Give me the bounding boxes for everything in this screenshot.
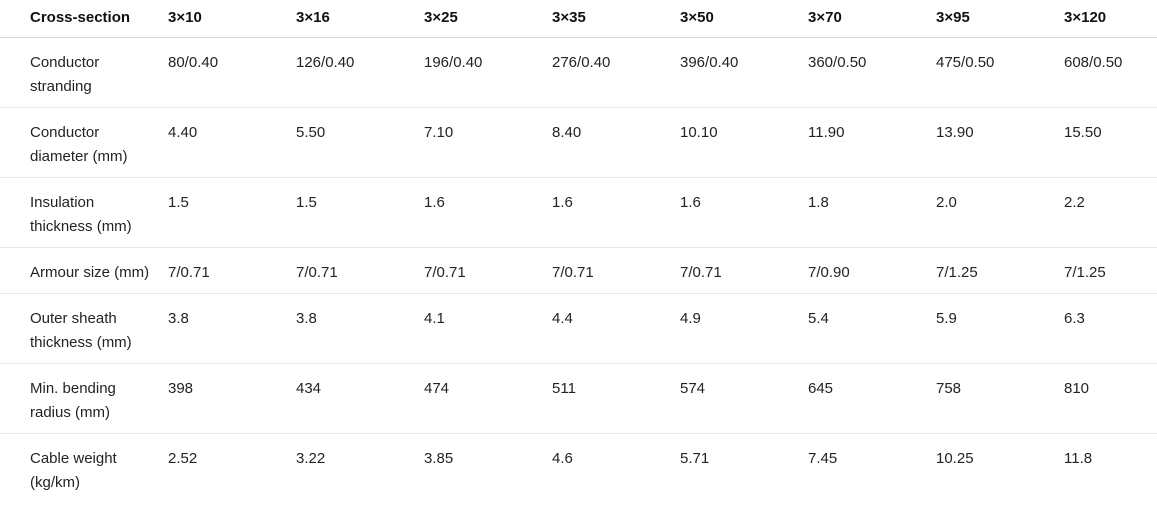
cell: 434 — [296, 363, 424, 434]
cell: 396/0.40 — [680, 37, 808, 108]
cell: 758 — [936, 363, 1064, 434]
cell: 1.6 — [680, 177, 808, 248]
cell: 360/0.50 — [808, 37, 936, 108]
cell: 1.6 — [424, 177, 552, 248]
cell: 7/0.90 — [808, 247, 936, 294]
cell: 196/0.40 — [424, 37, 552, 108]
cell: 5.4 — [808, 293, 936, 364]
cell: 1.6 — [552, 177, 680, 248]
table-row-cable-weight: Cable weight (kg/km) 2.52 3.22 3.85 4.6 … — [0, 434, 1157, 504]
cell: 276/0.40 — [552, 37, 680, 108]
cell: 3.8 — [168, 293, 296, 364]
header-cell-3x95: 3×95 — [936, 0, 1064, 38]
row-label: Min. bending radius (mm) — [0, 363, 168, 434]
cell: 7/1.25 — [936, 247, 1064, 294]
table-row-min-bending-radius: Min. bending radius (mm) 398 434 474 511… — [0, 363, 1157, 434]
cell: 15.50 — [1064, 107, 1157, 178]
cell: 1.8 — [808, 177, 936, 248]
cell: 2.52 — [168, 450, 198, 467]
cell: 608/0.50 — [1064, 37, 1157, 108]
header-cell-3x10: 3×10 — [168, 0, 296, 38]
cell: 5.9 — [936, 293, 1064, 364]
header-cell-3x120: 3×120 — [1064, 0, 1157, 38]
cell: 7/1.25 — [1064, 247, 1157, 294]
table-row-armour-size: Armour size (mm) 7/0.71 7/0.71 7/0.71 7/… — [0, 247, 1157, 294]
cell: 11.8 — [1064, 450, 1093, 467]
row-label: Conductor diameter (mm) — [0, 107, 168, 178]
row-label: Insulation thickness (mm) — [0, 177, 168, 248]
cell: 474 — [424, 363, 552, 434]
row-label: Cable weight (kg/km) — [30, 450, 117, 491]
cable-spec-table: Cross-section 3×10 3×16 3×25 3×35 3×50 3… — [0, 0, 1157, 504]
cell: 4.1 — [424, 293, 552, 364]
cell: 2.0 — [936, 177, 1064, 248]
cell: 7/0.71 — [552, 247, 680, 294]
cell: 5.71 — [680, 450, 710, 467]
cell: 10.10 — [680, 107, 808, 178]
header-cell-3x70: 3×70 — [808, 0, 936, 38]
cell: 8.40 — [552, 107, 680, 178]
cell: 7/0.71 — [680, 247, 808, 294]
cell: 5.50 — [296, 107, 424, 178]
cell: 4.4 — [552, 293, 680, 364]
cell: 3.8 — [296, 293, 424, 364]
cell: 126/0.40 — [296, 37, 424, 108]
cell: 574 — [680, 363, 808, 434]
cell: 7/0.71 — [424, 247, 552, 294]
cell: 1.5 — [168, 177, 296, 248]
row-label: Conductor stranding — [0, 37, 168, 108]
header-cell-3x16: 3×16 — [296, 0, 424, 38]
cell: 7/0.71 — [296, 247, 424, 294]
cell: 7.10 — [424, 107, 552, 178]
cell: 13.90 — [936, 107, 1064, 178]
cell: 810 — [1064, 363, 1157, 434]
cell: 2.2 — [1064, 177, 1157, 248]
cell: 7.45 — [808, 450, 838, 467]
cell: 3.85 — [424, 450, 454, 467]
table-row-outer-sheath-thickness: Outer sheath thickness (mm) 3.8 3.8 4.1 … — [0, 293, 1157, 364]
header-cell-3x50: 3×50 — [680, 0, 808, 38]
row-label: Armour size (mm) — [0, 247, 168, 294]
cell: 4.9 — [680, 293, 808, 364]
cell: 4.40 — [168, 107, 296, 178]
header-row: Cross-section 3×10 3×16 3×25 3×35 3×50 3… — [0, 0, 1157, 38]
cell: 6.3 — [1064, 293, 1157, 364]
cell: 475/0.50 — [936, 37, 1064, 108]
cell: 80/0.40 — [168, 37, 296, 108]
cell: 645 — [808, 363, 936, 434]
cell: 3.22 — [296, 450, 326, 467]
table-row-insulation-thickness: Insulation thickness (mm) 1.5 1.5 1.6 1.… — [0, 177, 1157, 248]
cell: 11.90 — [808, 107, 936, 178]
header-cell-3x35: 3×35 — [552, 0, 680, 38]
cell: 7/0.71 — [168, 247, 296, 294]
table-row-conductor-stranding: Conductor stranding 80/0.40 126/0.40 196… — [0, 37, 1157, 108]
header-cell-cross-section: Cross-section — [0, 0, 168, 38]
table-row-conductor-diameter: Conductor diameter (mm) 4.40 5.50 7.10 8… — [0, 107, 1157, 178]
row-label: Outer sheath thickness (mm) — [0, 293, 168, 364]
cell: 511 — [552, 363, 680, 434]
cell: 4.6 — [552, 450, 573, 467]
cell: 1.5 — [296, 177, 424, 248]
header-cell-3x25: 3×25 — [424, 0, 552, 38]
cell: 10.25 — [936, 450, 974, 467]
cell: 398 — [168, 363, 296, 434]
